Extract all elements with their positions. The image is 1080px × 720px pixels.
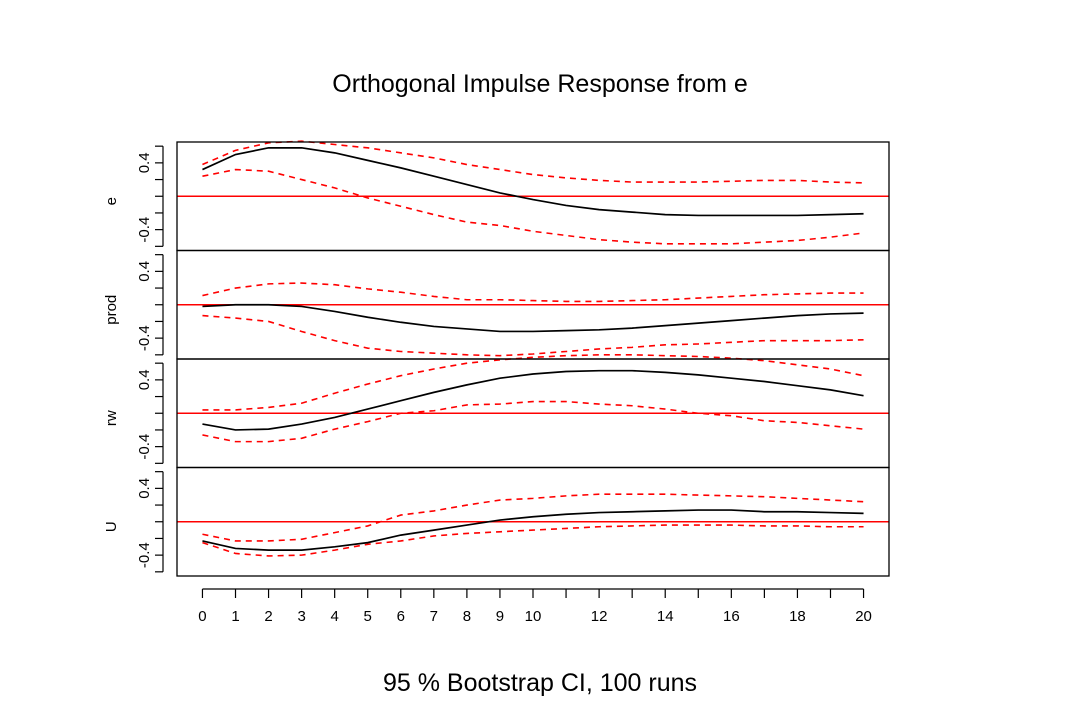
panel-frame [176, 466, 890, 577]
x-tick-label: 14 [657, 608, 674, 625]
y-tick-label: -0.4 [136, 217, 153, 243]
panel-label-rw: rw [103, 410, 120, 426]
x-tick-label: 7 [430, 608, 438, 625]
lower-ci-line [202, 524, 864, 557]
response-line [202, 303, 864, 333]
y-tick-label: -0.4 [136, 325, 153, 351]
panel-prod: 0.4 -0.4 prod [103, 249, 890, 360]
y-tick-label: -0.4 [136, 542, 153, 568]
x-tick-label: 8 [463, 608, 471, 625]
x-tick-label: 20 [855, 608, 872, 625]
chart-subtitle: 95 % Bootstrap CI, 100 runs [383, 669, 697, 697]
y-tick-label: 0.4 [136, 369, 153, 390]
y-tick-label: 0.4 [136, 261, 153, 282]
panel-e: 0.4 -0.4 e [103, 140, 890, 252]
x-tick-label: 6 [397, 608, 405, 625]
panels-group: 0.4 -0.4 e 0.4 -0.4 prod 0.4 -0.4 rw 0.4 -0.4 U [103, 140, 890, 577]
x-tick-label: 5 [364, 608, 372, 625]
response-line [202, 146, 864, 217]
lower-ci-line [202, 314, 864, 357]
x-tick-label: 2 [264, 608, 272, 625]
x-axis: 0 1 2 3 4 5 6 7 8 9 10 12 14 16 18 20 [198, 588, 872, 625]
x-tick-label: 9 [496, 608, 504, 625]
x-tick-label: 3 [297, 608, 305, 625]
x-tick-label: 10 [525, 608, 542, 625]
x-tick-label: 18 [789, 608, 806, 625]
panel-label-e: e [103, 197, 120, 205]
upper-ci-line [202, 282, 864, 303]
panel-label-U: U [103, 521, 120, 532]
chart-title: Orthogonal Impulse Response from e [332, 70, 748, 98]
panel-label-prod: prod [103, 295, 120, 325]
panel-U: 0.4 -0.4 U [103, 466, 890, 577]
upper-ci-line [202, 354, 864, 411]
panel-rw: 0.4 -0.4 rw [103, 354, 890, 469]
upper-ci-line [202, 493, 864, 542]
y-tick-label: 0.4 [136, 478, 153, 499]
response-line [202, 509, 864, 551]
x-tick-label: 12 [591, 608, 608, 625]
y-tick-label: -0.4 [136, 434, 153, 460]
x-tick-label: 1 [231, 608, 239, 625]
x-tick-label: 4 [330, 608, 338, 625]
lower-ci-line [202, 400, 864, 443]
lower-ci-line [202, 168, 864, 245]
x-tick-label: 0 [198, 608, 206, 625]
response-line [202, 369, 864, 431]
y-tick-label: 0.4 [136, 152, 153, 173]
x-tick-label: 16 [723, 608, 740, 625]
